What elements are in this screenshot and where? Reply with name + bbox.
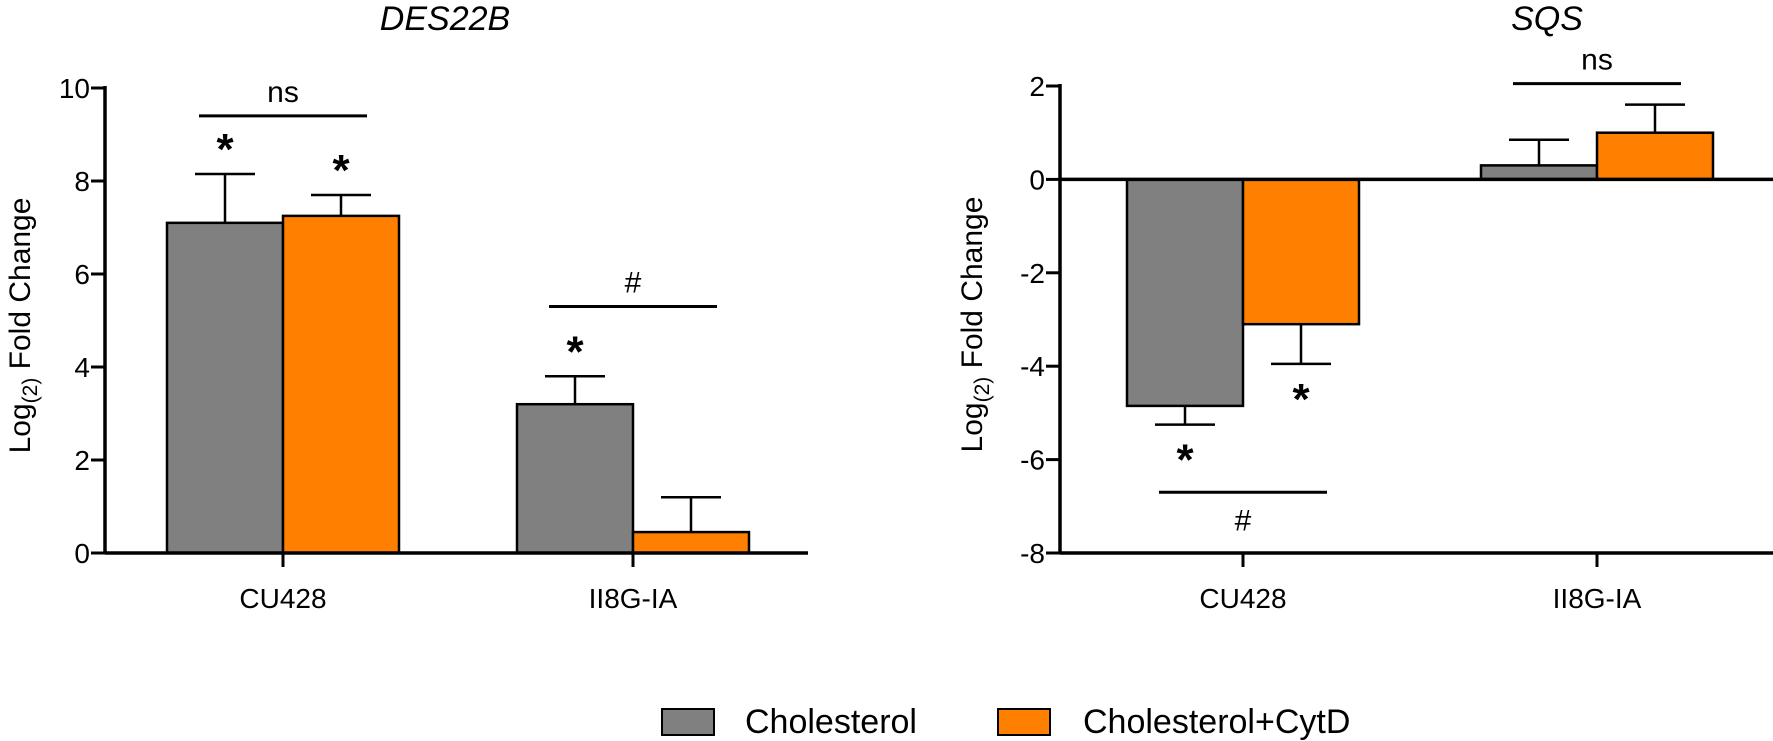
significance-star-cu428-cholesterol-cytd: * bbox=[332, 146, 350, 195]
y-tick-label-10: 10 bbox=[59, 73, 90, 104]
y-tick-label-2: -2 bbox=[1020, 258, 1045, 289]
significance-star-cu428-cholesterol: * bbox=[216, 125, 234, 174]
legend-label-cholesterol: Cholesterol bbox=[745, 703, 917, 741]
chart-des22b: DES22B Log(2) Fold Change 0 2 4 6 8 10 CU428 II8G… bbox=[4, 0, 808, 614]
significance-star-cu428-cholesterol: * bbox=[1176, 436, 1194, 485]
bar-ii8g-ia-cholesterol bbox=[515, 402, 635, 555]
bar-cu428-cholesterol bbox=[1125, 178, 1245, 408]
legend-label-cholesterol-cytd: Cholesterol+CytD bbox=[1083, 703, 1350, 741]
bracket-label-cu428: ns bbox=[267, 76, 299, 109]
y-tick-label-4: 4 bbox=[74, 352, 90, 383]
legend-swatch-cholesterol-cytd bbox=[997, 708, 1051, 736]
significance-star-cu428-cholesterol-cytd: * bbox=[1292, 375, 1310, 424]
x-tick-label-cu428: CU428 bbox=[239, 583, 326, 614]
bar-cu428-cholesterol-cytd bbox=[1241, 178, 1361, 326]
y-axis-label: Log(2) Fold Change bbox=[956, 197, 994, 453]
y-axis-label: Log(2) Fold Change bbox=[4, 198, 42, 454]
chart-sqs: SQS Log(2) Fold Change -8 -6 -4 -2 0 2 CU428 II8G… bbox=[956, 0, 1773, 614]
x-tick-label-cu428: CU428 bbox=[1199, 583, 1286, 614]
x-tick-label-ii8g-ia: II8G-IA bbox=[1553, 583, 1642, 614]
chart-title: DES22B bbox=[380, 0, 510, 38]
legend: Cholesterol Cholesterol+CytD bbox=[661, 703, 1350, 741]
bar-ii8g-ia-cholesterol-cytd bbox=[1595, 131, 1715, 181]
bar-cu428-cholesterol bbox=[165, 221, 285, 555]
y-tick-label-0: 0 bbox=[74, 538, 90, 569]
y-tick-label-0: 0 bbox=[1029, 164, 1045, 195]
x-tick-label-ii8g-ia: II8G-IA bbox=[589, 583, 678, 614]
bar-cu428-cholesterol-cytd bbox=[281, 214, 401, 555]
bar-ii8g-ia-cholesterol bbox=[1479, 164, 1599, 181]
y-tick-label-8: 8 bbox=[74, 166, 90, 197]
bar-ii8g-ia-cholesterol-cytd bbox=[631, 530, 751, 555]
bracket-label-ii8g-ia: # bbox=[625, 267, 642, 300]
y-tick-label-2: 2 bbox=[74, 445, 90, 476]
y-tick-label-4: -4 bbox=[1020, 351, 1045, 382]
y-tick-label-8: -8 bbox=[1020, 538, 1045, 569]
y-tick-label-2: 2 bbox=[1029, 71, 1045, 102]
significance-star-ii8g-ia-cholesterol: * bbox=[566, 327, 584, 376]
bracket-label-cu428: # bbox=[1235, 504, 1252, 537]
y-tick-label-6: 6 bbox=[74, 259, 90, 290]
y-tick-label-6: -6 bbox=[1020, 445, 1045, 476]
bracket-label-ii8g-ia: ns bbox=[1581, 44, 1613, 77]
chart-title: SQS bbox=[1511, 0, 1583, 38]
legend-swatch-cholesterol bbox=[661, 708, 715, 736]
